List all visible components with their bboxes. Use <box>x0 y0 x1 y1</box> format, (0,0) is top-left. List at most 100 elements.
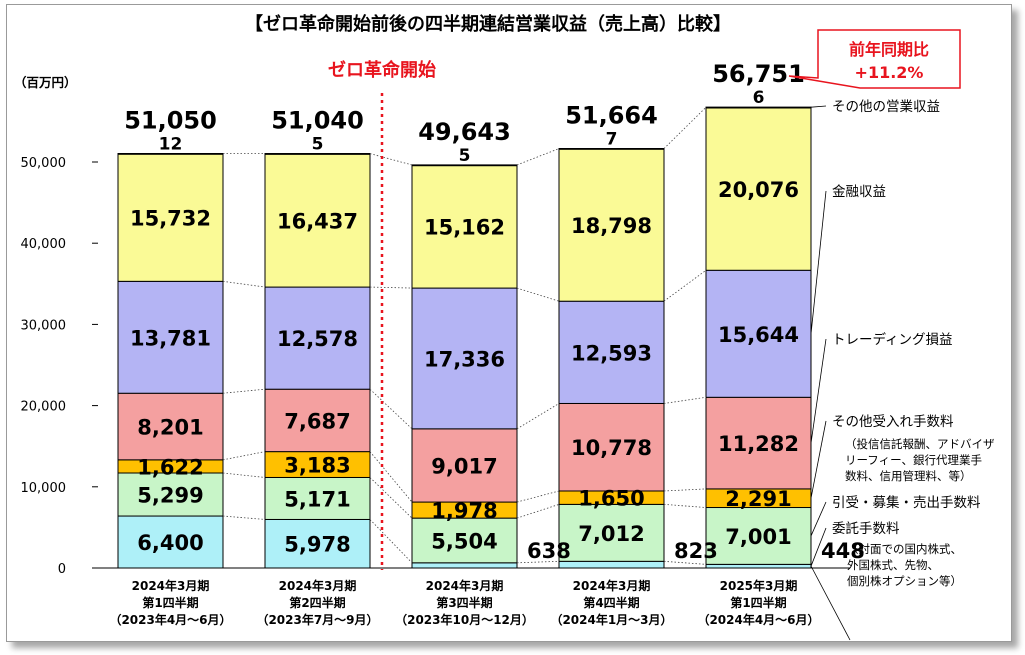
bar-segment-label: 15,162 <box>424 216 505 240</box>
bar-segment <box>558 300 665 404</box>
x-category-label: 2024年3月期 <box>426 578 504 593</box>
bar-segment-label: 823 <box>674 539 718 563</box>
segment-connector <box>222 472 266 478</box>
segment-connector <box>222 451 266 461</box>
bar-segment-label: 7 <box>606 130 618 150</box>
x-category-label: （2024年4月～6月） <box>697 612 819 627</box>
bar-segment-label: 5,978 <box>284 533 350 557</box>
legend-sub-note: リーフィー、銀行代理業手 <box>845 453 982 467</box>
bar-segment <box>558 402 665 492</box>
segment-connector <box>369 388 413 430</box>
bar-segment-label: 2,291 <box>725 487 791 511</box>
x-category-label: 2024年3月期 <box>279 578 357 593</box>
bar-segment-label: 7,012 <box>578 522 644 546</box>
legend-leader-line <box>810 420 827 499</box>
segment-connector <box>663 269 707 302</box>
bar-segment-label: 16,437 <box>277 209 358 233</box>
bar-segment-label: 6 <box>753 88 765 108</box>
bar-segment-label: 5,504 <box>431 529 497 553</box>
bar-segment <box>411 517 518 564</box>
bar-segment-label: 12 <box>159 134 183 154</box>
bar-segment-label: 12,593 <box>571 341 652 365</box>
bar-segment-label: 1,978 <box>431 499 497 523</box>
bar-segment <box>558 148 665 302</box>
chart-title: 【ゼロ革命開始前後の四半期連結営業収益（売上高）比較】 <box>245 13 731 35</box>
segment-connector <box>516 490 560 503</box>
bar-segment-label: 11,282 <box>718 432 799 456</box>
bar-segment <box>264 388 371 453</box>
bar-segment <box>264 451 371 478</box>
y-tick-label: 10,000 <box>21 481 67 496</box>
segment-connector <box>516 403 560 430</box>
zero-revolution-start-label: ゼロ革命開始 <box>328 59 436 81</box>
bar-segment-label: 6,400 <box>137 531 203 555</box>
segment-connector <box>369 477 413 519</box>
bar-segment-label: 7,687 <box>284 409 350 433</box>
segment-connector <box>369 286 413 289</box>
legend-label: 委託手数料 <box>832 521 900 537</box>
bar-segment-label: 7,001 <box>725 525 791 549</box>
y-tick-label: 50,000 <box>21 156 67 171</box>
bar-segment-label: 5 <box>312 135 324 155</box>
x-category-label: 第1四半期 <box>730 595 786 610</box>
x-category-label: （2023年4月～6月） <box>109 612 231 627</box>
x-category-label: 2024年3月期 <box>132 578 210 593</box>
segment-connector <box>369 519 413 564</box>
bar-segment-label: 20,076 <box>718 178 799 202</box>
segment-connector <box>516 503 560 519</box>
legend-sub-note: 個別株オプション等） <box>847 574 962 588</box>
bar-total-label: 49,643 <box>418 118 511 146</box>
segment-connector <box>516 287 560 302</box>
bar-segment <box>411 287 518 430</box>
bar-segment <box>411 164 518 289</box>
bar-segment-label: 9,017 <box>431 454 497 478</box>
legend-label: 引受・募集・売出手数料 <box>832 495 981 511</box>
segment-connector <box>663 503 707 508</box>
bar-segment <box>411 562 518 569</box>
bar-segment <box>705 563 812 569</box>
bar-total-label: 51,050 <box>124 106 217 134</box>
bar-segment-label: 10,778 <box>571 436 652 460</box>
legend-leader-line <box>810 501 827 537</box>
bar-segment <box>264 153 371 288</box>
bar-segment <box>117 280 224 394</box>
legend-label: 金融収益 <box>832 184 886 200</box>
bar-segment <box>705 269 812 398</box>
legend-label: その他受入れ手数料 <box>832 414 954 430</box>
x-category-label: 第4四半期 <box>583 595 639 610</box>
x-category-label: 2024年3月期 <box>573 578 651 593</box>
bar-segment <box>117 515 224 569</box>
segment-connector <box>222 515 266 520</box>
bar-segment <box>117 392 224 461</box>
bar-segment-label: 17,336 <box>424 347 505 371</box>
bar-total-label: 51,040 <box>271 107 364 135</box>
x-category-label: 2025年3月期 <box>720 578 798 593</box>
legend-sub-note: 数料、信用管理料、等） <box>845 469 972 483</box>
legend-leader-line <box>810 190 827 334</box>
y-tick-label: 0 <box>58 562 66 577</box>
x-category-label: 第1四半期 <box>142 595 198 610</box>
segment-connector <box>663 396 707 404</box>
bar-segment-label: 5,171 <box>284 487 350 511</box>
legend-label: その他の営業収益 <box>832 99 940 115</box>
segment-connector <box>663 106 707 149</box>
x-category-label: 第2四半期 <box>289 595 345 610</box>
x-category-label: 第3四半期 <box>436 595 492 610</box>
bar-segment <box>411 428 518 503</box>
legend-leader-line <box>810 527 827 567</box>
segment-connector <box>369 451 413 503</box>
bar-segment <box>705 507 812 565</box>
bar-segment-label: 5 <box>459 146 471 166</box>
bar-segment <box>705 396 812 490</box>
bar-segment-label: 13,781 <box>130 326 211 350</box>
segment-connector <box>222 388 266 394</box>
legend-sub-note: （対面での国内株式、 <box>847 542 962 556</box>
bar-segment-label: 1,622 <box>137 455 203 479</box>
bar-total-label: 51,664 <box>565 102 658 130</box>
bar-segment <box>117 472 224 517</box>
segment-connector <box>369 153 413 166</box>
yoy-callout-value: +11.2% <box>855 63 924 82</box>
y-tick-label: 30,000 <box>21 318 67 333</box>
x-category-label: （2023年10月～12月） <box>395 612 534 627</box>
